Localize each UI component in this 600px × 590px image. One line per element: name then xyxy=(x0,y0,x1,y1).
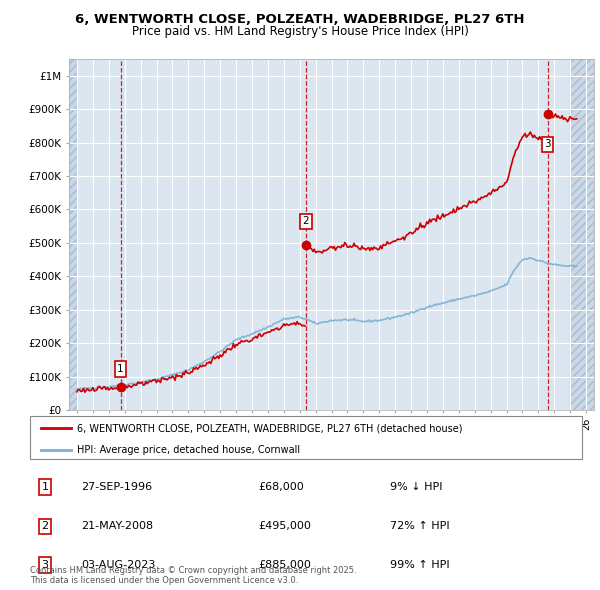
Text: HPI: Average price, detached house, Cornwall: HPI: Average price, detached house, Corn… xyxy=(77,444,300,454)
Text: 21-MAY-2008: 21-MAY-2008 xyxy=(81,522,153,531)
Text: 72% ↑ HPI: 72% ↑ HPI xyxy=(390,522,449,531)
Text: 27-SEP-1996: 27-SEP-1996 xyxy=(81,482,152,491)
Text: £68,000: £68,000 xyxy=(258,482,304,491)
Text: £495,000: £495,000 xyxy=(258,522,311,531)
Text: 2: 2 xyxy=(302,216,309,226)
Text: 3: 3 xyxy=(41,560,49,570)
Text: 1: 1 xyxy=(41,482,49,491)
Text: 1: 1 xyxy=(117,364,124,374)
Text: 03-AUG-2023: 03-AUG-2023 xyxy=(81,560,155,570)
Text: 3: 3 xyxy=(544,139,551,149)
Text: Contains HM Land Registry data © Crown copyright and database right 2025.
This d: Contains HM Land Registry data © Crown c… xyxy=(30,566,356,585)
Text: 99% ↑ HPI: 99% ↑ HPI xyxy=(390,560,449,570)
FancyBboxPatch shape xyxy=(30,416,582,459)
Text: 2: 2 xyxy=(41,522,49,531)
Text: 9% ↓ HPI: 9% ↓ HPI xyxy=(390,482,443,491)
Text: £885,000: £885,000 xyxy=(258,560,311,570)
Bar xyxy=(570,59,594,410)
Text: 6, WENTWORTH CLOSE, POLZEATH, WADEBRIDGE, PL27 6TH (detached house): 6, WENTWORTH CLOSE, POLZEATH, WADEBRIDGE… xyxy=(77,423,463,433)
Text: Price paid vs. HM Land Registry's House Price Index (HPI): Price paid vs. HM Land Registry's House … xyxy=(131,25,469,38)
Text: 6, WENTWORTH CLOSE, POLZEATH, WADEBRIDGE, PL27 6TH: 6, WENTWORTH CLOSE, POLZEATH, WADEBRIDGE… xyxy=(75,13,525,26)
Bar xyxy=(69,59,77,410)
